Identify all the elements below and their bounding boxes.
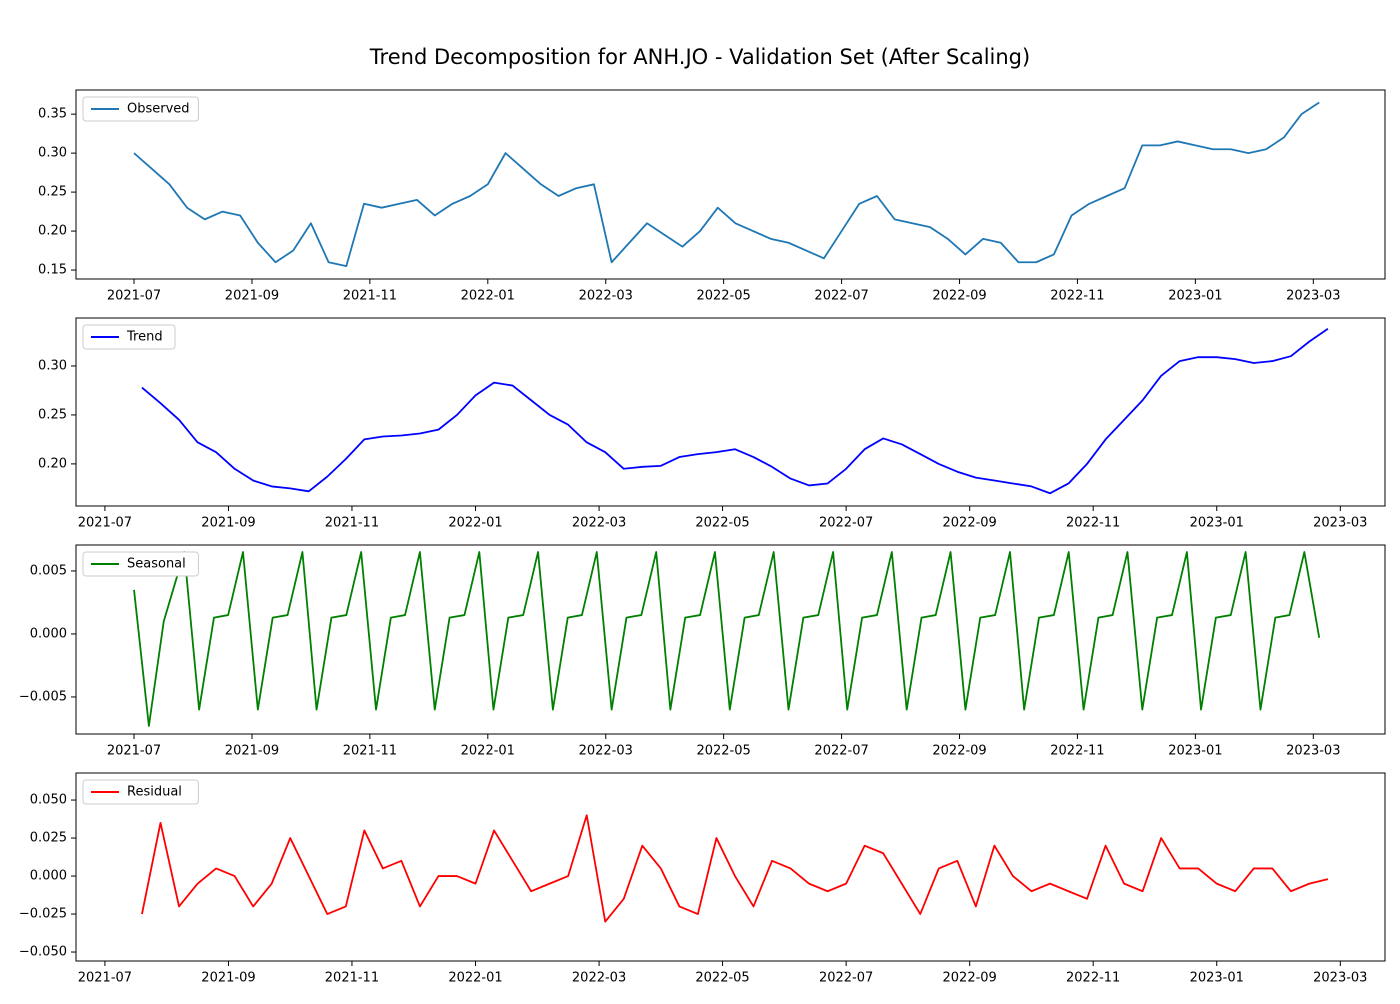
x-tick-label: 2022-03 [579, 289, 633, 304]
x-tick-label: 2022-01 [461, 744, 515, 759]
x-tick-label: 2022-05 [695, 516, 749, 531]
data-line [141, 814, 1329, 923]
x-tick-label: 2021-07 [107, 744, 161, 759]
legend-box [82, 324, 176, 350]
x-tick-label: 2023-01 [1168, 744, 1222, 759]
x-tick-label: 2021-09 [225, 744, 279, 759]
legend-label: Observed [127, 102, 190, 117]
legend-box [82, 96, 199, 122]
x-tick-label: 2022-05 [695, 971, 749, 986]
y-tick-label: 0.30 [38, 358, 67, 373]
x-tick-label: 2022-09 [932, 744, 986, 759]
y-tick-label: 0.000 [30, 869, 67, 884]
x-tick-label: 2021-09 [201, 971, 255, 986]
x-tick-label: 2021-09 [201, 516, 255, 531]
subplot: 2021-07 2021-09 2021-11 2022-01 2022-03 2022-… [19, 772, 1386, 986]
x-tick-label: 2022-03 [579, 744, 633, 759]
y-tick-label: 0.20 [38, 456, 67, 471]
x-tick-label: 2023-03 [1313, 971, 1367, 986]
x-tick-label: 2021-09 [225, 289, 279, 304]
y-tick-label: 0.000 [30, 626, 67, 641]
x-tick-label: 2023-01 [1190, 516, 1244, 531]
x-tick-label: 2022-09 [932, 289, 986, 304]
y-tick-label: 0.25 [38, 185, 67, 200]
x-tick-label: 2023-03 [1313, 516, 1367, 531]
y-tick-label: 0.15 [38, 263, 67, 278]
y-tick-label: 0.25 [38, 407, 67, 422]
x-tick-label: 2022-09 [943, 516, 997, 531]
axes-frame [75, 772, 1386, 962]
x-tick-label: 2023-03 [1286, 289, 1340, 304]
x-tick-label: 2022-07 [819, 516, 873, 531]
legend-label: Trend [126, 330, 163, 345]
data-line [141, 328, 1329, 495]
x-tick-label: 2022-03 [572, 971, 626, 986]
x-tick-label: 2023-01 [1190, 971, 1244, 986]
legend-label: Residual [127, 785, 182, 800]
x-tick-label: 2022-11 [1066, 971, 1120, 986]
y-tick-label: 0.30 [38, 146, 67, 161]
y-tick-label: 0.005 [30, 563, 67, 578]
x-tick-label: 2022-11 [1050, 289, 1104, 304]
y-tick-label: −0.025 [19, 907, 67, 922]
x-tick-label: 2021-11 [325, 516, 379, 531]
subplot: 2021-07 2021-09 2021-11 2022-01 2022-03 2022-… [19, 544, 1386, 759]
legend-label: Seasonal [127, 557, 186, 572]
figure-title: Trend Decomposition for ANH.JO - Validat… [369, 45, 1030, 69]
x-tick-label: 2022-07 [814, 744, 868, 759]
x-tick-label: 2022-07 [819, 971, 873, 986]
data-line [133, 101, 1320, 268]
subplot: 2021-07 2021-09 2021-11 2022-01 2022-03 2022-… [38, 317, 1386, 531]
legend-box [82, 779, 199, 805]
legend-box [82, 551, 199, 577]
axes-frame [75, 317, 1386, 507]
y-tick-label: 0.050 [30, 793, 67, 808]
x-tick-label: 2023-01 [1168, 289, 1222, 304]
y-tick-label: 0.20 [38, 224, 67, 239]
x-tick-label: 2022-01 [461, 289, 515, 304]
x-tick-label: 2021-07 [78, 516, 132, 531]
x-tick-label: 2022-05 [696, 289, 750, 304]
x-tick-label: 2022-01 [448, 971, 502, 986]
x-tick-label: 2021-11 [343, 744, 397, 759]
x-tick-label: 2021-07 [107, 289, 161, 304]
x-tick-label: 2022-05 [696, 744, 750, 759]
x-tick-label: 2022-09 [943, 971, 997, 986]
x-tick-label: 2022-01 [448, 516, 502, 531]
subplot: 2021-07 2021-09 2021-11 2022-01 2022-03 2022-… [38, 89, 1386, 304]
data-line [133, 551, 1321, 727]
x-tick-label: 2022-07 [814, 289, 868, 304]
axes-frame [75, 544, 1386, 735]
x-tick-label: 2021-07 [78, 971, 132, 986]
y-tick-label: 0.025 [30, 831, 67, 846]
y-tick-label: −0.050 [19, 945, 67, 960]
x-tick-label: 2021-11 [325, 971, 379, 986]
y-tick-label: −0.005 [19, 689, 67, 704]
x-tick-label: 2022-03 [572, 516, 626, 531]
axes-frame [75, 89, 1386, 280]
x-tick-label: 2021-11 [343, 289, 397, 304]
x-tick-label: 2023-03 [1286, 744, 1340, 759]
x-tick-label: 2022-11 [1050, 744, 1104, 759]
y-tick-label: 0.35 [38, 107, 67, 122]
x-tick-label: 2022-11 [1066, 516, 1120, 531]
